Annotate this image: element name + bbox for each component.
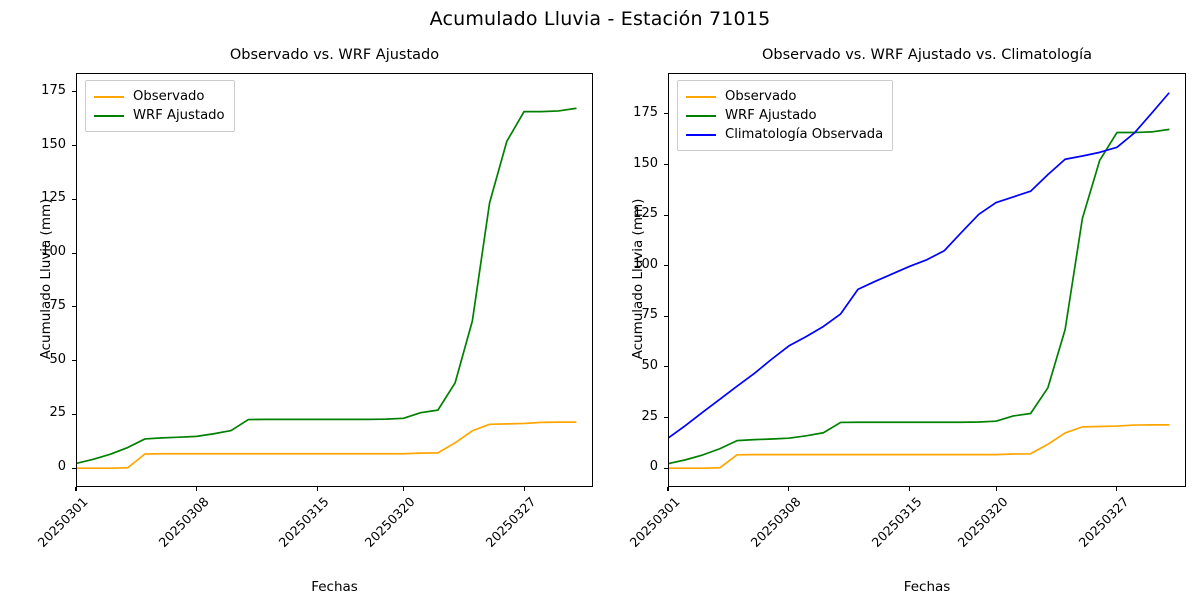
x-tick-label: 20250315 xyxy=(868,494,925,550)
right-y-axis-label: Acumulado Lluvia (mm) xyxy=(630,198,646,360)
x-tick-mark xyxy=(75,487,77,491)
legend-entry: Climatología Observada xyxy=(686,125,883,144)
y-tick-mark xyxy=(664,366,668,368)
legend-label: Climatología Observada xyxy=(725,127,884,142)
legend-color-swatch xyxy=(686,133,716,136)
y-tick-mark xyxy=(664,315,668,317)
x-tick-mark xyxy=(667,487,669,491)
y-tick-mark xyxy=(664,265,668,267)
x-tick-label: 20250301 xyxy=(34,494,91,550)
legend-color-swatch xyxy=(94,114,124,117)
x-tick-mark xyxy=(402,487,404,491)
legend-entry: WRF Ajustado xyxy=(686,106,883,125)
x-tick-label: 20250315 xyxy=(275,494,332,550)
right-plot-lines xyxy=(668,92,1170,470)
right-subplot-title: Observado vs. WRF Ajustado vs. Climatolo… xyxy=(762,47,1092,63)
y-tick-label: 125 xyxy=(633,206,658,222)
left-subplot: Observado vs. WRF Ajustado xyxy=(76,47,593,487)
right-legend: Observado WRF Ajustado Climatología Obse… xyxy=(677,80,894,151)
y-tick-mark xyxy=(72,91,76,93)
x-tick-label: 20250308 xyxy=(155,494,212,550)
y-tick-mark xyxy=(72,467,76,469)
y-tick-label: 50 xyxy=(49,351,66,367)
x-tick-mark xyxy=(523,487,525,491)
y-tick-label: 100 xyxy=(633,256,658,272)
x-tick-label: 20250320 xyxy=(954,494,1011,550)
y-tick-label: 75 xyxy=(49,297,66,313)
y-tick-mark xyxy=(664,113,668,115)
x-tick-label: 20250308 xyxy=(747,494,804,550)
y-tick-label: 175 xyxy=(633,104,658,120)
x-tick-label: 20250327 xyxy=(482,494,539,550)
y-tick-mark xyxy=(72,145,76,147)
x-tick-mark xyxy=(196,487,198,491)
y-tick-mark xyxy=(72,306,76,308)
y-tick-label: 150 xyxy=(633,155,658,171)
legend-entry: Observado xyxy=(686,87,883,106)
y-tick-label: 150 xyxy=(41,136,66,152)
y-tick-mark xyxy=(664,214,668,216)
y-tick-mark xyxy=(664,467,668,469)
legend-entry: WRF Ajustado xyxy=(94,106,225,125)
x-tick-mark xyxy=(1116,487,1118,491)
y-tick-mark xyxy=(72,198,76,200)
left-plot-lines xyxy=(76,107,577,470)
left-subplot-title: Observado vs. WRF Ajustado xyxy=(229,47,440,63)
y-tick-label: 75 xyxy=(641,307,658,323)
y-tick-mark xyxy=(664,163,668,166)
y-tick-mark xyxy=(72,360,76,362)
y-tick-mark xyxy=(72,252,76,254)
x-tick-label: 20250301 xyxy=(626,494,683,550)
legend-label: WRF Ajustado xyxy=(725,108,817,123)
y-tick-mark xyxy=(72,413,76,415)
legend-color-swatch xyxy=(94,95,124,98)
right-x-axis-label: Fechas xyxy=(903,579,951,595)
x-tick-label: 20250327 xyxy=(1075,494,1132,550)
legend-color-swatch xyxy=(686,95,716,98)
x-tick-mark xyxy=(788,487,790,491)
legend-label: Observado xyxy=(725,89,797,104)
legend-label: WRF Ajustado xyxy=(133,108,225,123)
x-tick-label: 20250320 xyxy=(362,494,419,550)
x-tick-mark xyxy=(316,487,318,491)
y-tick-label: 125 xyxy=(41,190,66,206)
left-x-axis-label: Fechas xyxy=(311,579,358,595)
left-legend: Observado WRF Ajustado xyxy=(85,80,235,132)
legend-color-swatch xyxy=(686,114,716,117)
y-tick-label: 0 xyxy=(57,459,66,475)
x-tick-mark xyxy=(909,487,911,491)
figure-suptitle: Acumulado Lluvia - Estación 71015 xyxy=(429,8,771,30)
y-tick-label: 100 xyxy=(41,244,66,260)
left-y-axis-label: Acumulado Lluvia (mm) xyxy=(38,198,54,360)
y-tick-label: 175 xyxy=(41,82,66,98)
y-tick-label: 25 xyxy=(49,405,66,421)
y-tick-label: 0 xyxy=(649,459,658,475)
x-tick-mark xyxy=(995,487,997,491)
legend-label: Observado xyxy=(133,89,205,104)
y-tick-label: 25 xyxy=(641,408,658,424)
y-tick-label: 50 xyxy=(641,357,658,373)
legend-entry: Observado xyxy=(94,87,225,106)
y-tick-mark xyxy=(664,417,668,419)
